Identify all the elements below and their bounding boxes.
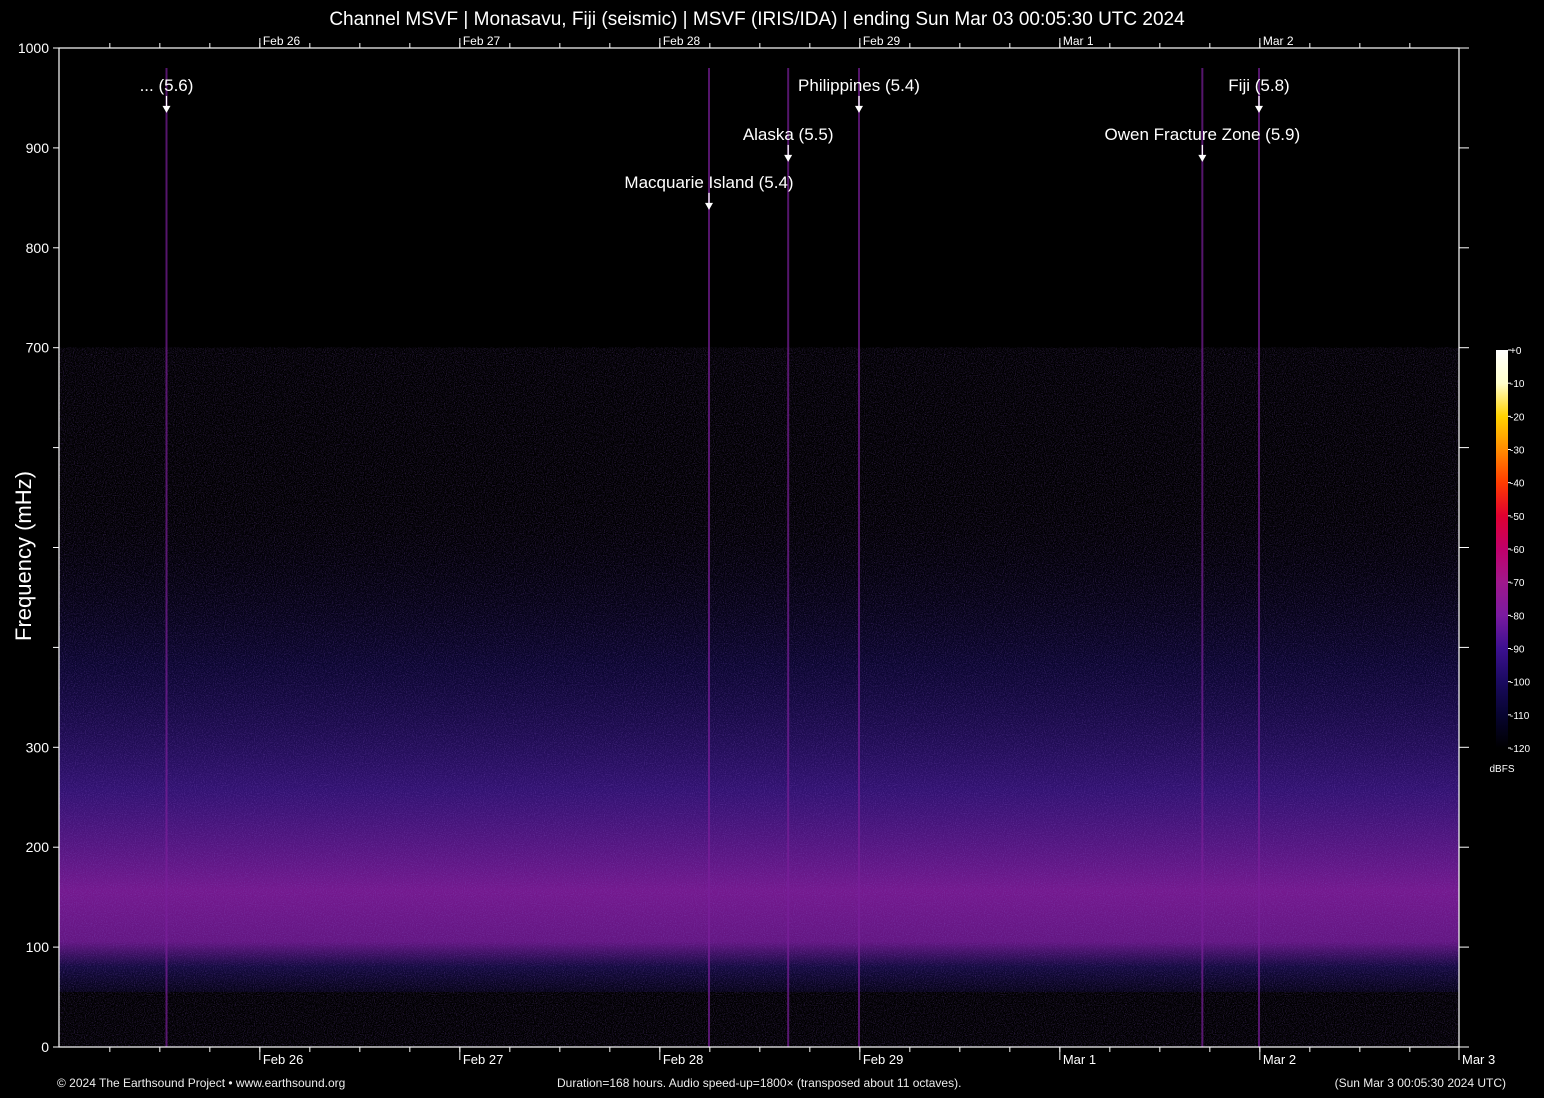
- x-tick-label: Mar 3: [1462, 1052, 1495, 1067]
- event-arrow-head: [784, 154, 793, 162]
- x-tick-label: Feb 26: [263, 1052, 303, 1067]
- event-label: Owen Fracture Zone (5.9): [1105, 125, 1301, 144]
- event-lines: [165, 67, 1260, 1047]
- x-tick-label: Feb 28: [663, 1052, 703, 1067]
- y-tick-label: 200: [26, 839, 50, 855]
- plot-area: [58, 47, 1460, 1048]
- event-arrow-head: [705, 202, 713, 210]
- y-tick-label: 700: [26, 340, 50, 356]
- duration-text: Duration=168 hours. Audio speed-up=1800×…: [557, 1076, 962, 1090]
- end-time-text: (Sun Mar 3 00:05:30 2024 UTC): [1334, 1076, 1506, 1090]
- x-tick-label-top: Feb 29: [863, 34, 901, 48]
- colorbar-tick-label: -10: [1510, 379, 1525, 390]
- colorbar-tick-label: -90: [1510, 645, 1525, 656]
- colorbar-tick-label: -80: [1510, 611, 1525, 622]
- y-tick-label: 300: [26, 739, 50, 755]
- x-tick-label-top: Mar 1: [1063, 34, 1094, 48]
- y-tick-label: 800: [26, 240, 50, 256]
- colorbar-tick-label: -60: [1510, 545, 1525, 556]
- event-arrow-head: [1198, 154, 1207, 162]
- x-tick-label: Feb 29: [863, 1052, 903, 1067]
- colorbar-tick-label: -40: [1510, 479, 1525, 490]
- colorbar-scale: [1496, 350, 1508, 748]
- x-axis: Feb 26 Feb 26 Feb 27 Feb 27 Feb 28 Feb 28 Feb …: [109, 34, 1495, 1067]
- event-label: ... (5.6): [140, 76, 194, 95]
- colorbar-tick-label: -50: [1510, 512, 1525, 523]
- x-tick-label: Mar 1: [1063, 1052, 1096, 1067]
- colorbar-tick-label: -110: [1510, 711, 1530, 722]
- event-label: Macquarie Island (5.4): [624, 173, 793, 192]
- x-tick-label: Feb 27: [463, 1052, 503, 1067]
- event-label: Fiji (5.8): [1228, 76, 1289, 95]
- y-tick-label: 900: [26, 140, 50, 156]
- x-tick-label-top: Mar 2: [1263, 34, 1294, 48]
- noise-texture: [59, 347, 1459, 1047]
- y-axis: 0 100 200 300 700 800 900 1000: [18, 40, 1469, 1055]
- colorbar: +0 -10 -20 -30 -40 -50 -60 -70 -80 -90 -100 -110 -12…: [1489, 346, 1530, 775]
- x-tick-label: Mar 2: [1263, 1052, 1296, 1067]
- colorbar-tick-label: -70: [1510, 578, 1525, 589]
- colorbar-tick-label: -30: [1510, 446, 1525, 457]
- event-label: Philippines (5.4): [798, 76, 920, 95]
- x-tick-label-top: Feb 28: [663, 34, 701, 48]
- colorbar-unit: dBFS: [1489, 764, 1514, 775]
- colorbar-tick-label: -120: [1510, 744, 1530, 755]
- y-tick-label: 1000: [18, 40, 49, 56]
- y-tick-label: 100: [26, 939, 50, 955]
- colorbar-tick-label: -20: [1510, 412, 1525, 423]
- event-annotations: ... (5.6) Philippines (5.4) Fiji (5.8) Alas…: [140, 76, 1301, 210]
- x-tick-label-top: Feb 26: [263, 34, 301, 48]
- colorbar-tick-label: -100: [1510, 678, 1530, 689]
- event-arrow-head: [162, 105, 171, 113]
- event-label: Alaska (5.5): [743, 125, 834, 144]
- y-axis-label: Frequency (mHz): [11, 471, 36, 641]
- event-arrow-head: [855, 105, 863, 113]
- x-tick-label-top: Feb 27: [463, 34, 501, 48]
- copyright-text: © 2024 The Earthsound Project • www.eart…: [57, 1076, 346, 1090]
- chart-title: Channel MSVF | Monasavu, Fiji (seismic) …: [329, 9, 1185, 30]
- colorbar-tick-label: +0: [1510, 346, 1522, 357]
- y-tick-label: 0: [41, 1039, 49, 1055]
- event-arrow-head: [1255, 105, 1263, 113]
